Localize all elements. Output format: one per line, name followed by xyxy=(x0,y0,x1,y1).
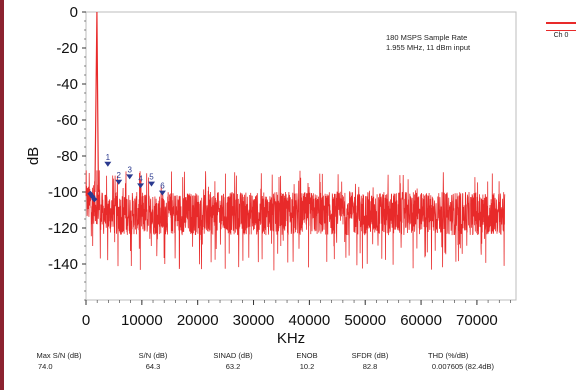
harmonic-label-6: 6 xyxy=(160,182,165,191)
stat-max-sn-value: 74.0 xyxy=(38,362,53,371)
stat-sfdr-header: SFDR (dB) xyxy=(351,351,389,360)
series-ch0-noise xyxy=(85,170,506,271)
x-tick-label: 0 xyxy=(82,312,90,329)
harmonic-marker-1 xyxy=(104,161,112,167)
harmonic-marker-2 xyxy=(115,179,123,185)
x-tick-label: 20000 xyxy=(177,312,219,329)
harmonic-label-4: 4 xyxy=(138,174,143,183)
stat-sinad: SINAD (dB) 63.2 xyxy=(206,351,260,371)
stat-thd-header: THD (%/dB) xyxy=(428,351,469,360)
y-tick-label: -120 xyxy=(48,220,78,237)
stat-sinad-header: SINAD (dB) xyxy=(213,351,253,360)
x-tick-label: 30000 xyxy=(233,312,275,329)
x-tick-label: 50000 xyxy=(344,312,386,329)
harmonic-marker-6 xyxy=(158,190,166,196)
series-ch0-fundamental xyxy=(94,11,100,193)
x-tick-label: 10000 xyxy=(121,312,163,329)
y-axis-title: dB xyxy=(25,147,42,165)
stat-max-sn-header: Max S/N (dB) xyxy=(36,351,82,360)
stat-enob-value: 10.2 xyxy=(299,362,315,371)
spectrum-chart: 0 -20 -40 -60 -80 -100 -120 -140 0 10000 20000 3000… xyxy=(25,4,517,347)
stat-sfdr-value: 82.8 xyxy=(362,362,378,371)
harmonic-label-3: 3 xyxy=(127,165,132,174)
legend-label-ch0: Ch 0 xyxy=(553,32,569,39)
stats-panel: Max S/N (dB) 74.0 S/N (dB) 64.3 SINAD (d… xyxy=(0,351,579,390)
x-axis-title: KHz xyxy=(277,330,305,347)
y-tick-label: -80 xyxy=(56,148,78,165)
dc-marker-2 xyxy=(91,196,98,203)
y-tick-label: -20 xyxy=(56,40,78,57)
x-tick-label: 70000 xyxy=(456,312,498,329)
stat-thd-value: 0.007605 (82.4dB) xyxy=(431,362,495,371)
harmonic-marker-5 xyxy=(148,181,156,187)
plot-frame xyxy=(85,11,517,301)
stat-enob: ENOB 10.2 xyxy=(292,351,322,371)
x-tick-label: 40000 xyxy=(289,312,331,329)
harmonic-label-2: 2 xyxy=(117,171,122,180)
x-tick-label: 60000 xyxy=(400,312,442,329)
legend: Ch 0 xyxy=(543,22,579,39)
y-tick-label: 0 xyxy=(70,4,78,21)
stat-max-sn: Max S/N (dB) 74.0 xyxy=(34,351,84,371)
harmonic-marker-3 xyxy=(126,174,134,180)
stat-thd: THD (%/dB) 0.007605 (82.4dB) xyxy=(418,351,508,371)
y-tick-label: -40 xyxy=(56,76,78,93)
annotation-line-0: 180 MSPS Sample Rate xyxy=(386,33,467,42)
harmonic-marker-4 xyxy=(137,183,145,189)
y-tick-label: -60 xyxy=(56,112,78,129)
stat-sn-value: 64.3 xyxy=(145,362,161,371)
stat-sn-header: S/N (dB) xyxy=(138,351,168,360)
harmonic-label-1: 1 xyxy=(106,153,111,162)
y-tick-label: -100 xyxy=(48,184,78,201)
stat-sfdr: SFDR (dB) 82.8 xyxy=(346,351,394,371)
stat-enob-header: ENOB xyxy=(296,351,318,360)
legend-swatch-ch0 xyxy=(546,22,576,31)
window-left-border xyxy=(0,0,4,390)
annotation-line-1: 1.955 MHz, 11 dBm input xyxy=(386,43,471,52)
harmonic-label-5: 5 xyxy=(149,173,154,182)
stat-sinad-value: 63.2 xyxy=(225,362,241,371)
y-tick-label: -140 xyxy=(48,256,78,273)
stat-sn: S/N (dB) 64.3 xyxy=(128,351,178,371)
